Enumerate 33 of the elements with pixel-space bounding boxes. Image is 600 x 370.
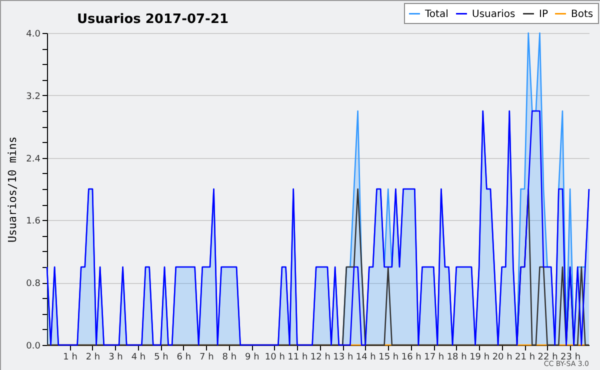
x-tick-label: 3 h	[108, 352, 123, 362]
x-tick-label: 14 h	[356, 352, 376, 362]
x-tick-label: 5 h	[154, 352, 168, 362]
x-tick-label: 13 h	[333, 352, 354, 362]
legend-label: Bots	[571, 8, 594, 20]
x-tick-label: 7 h	[200, 352, 214, 362]
x-tick-label: 20 h	[492, 352, 512, 362]
x-tick-label: 11 h	[288, 352, 308, 362]
x-tick-label: 16 h	[401, 352, 422, 362]
y-axis-title: Usuarios/10 mins	[6, 136, 20, 242]
x-tick-label: 9 h	[245, 352, 260, 362]
legend-label: Usuarios	[472, 8, 516, 20]
y-tick-label: 4.0	[26, 30, 41, 40]
x-tick-label: 10 h	[264, 352, 285, 362]
y-tick-label: 0.8	[26, 279, 41, 290]
x-tick-label: 19 h	[470, 352, 490, 362]
x-tick-label: 12 h	[310, 352, 330, 362]
x-tick-label: 18 h	[446, 352, 467, 362]
y-tick-label: 3.2	[26, 92, 40, 102]
x-tick-label: 1 h	[63, 352, 78, 362]
x-tick-label: 17 h	[424, 352, 444, 362]
y-tick-label: 1.6	[26, 216, 41, 227]
x-tick-label: 21 h	[515, 352, 536, 362]
x-tick-label: 4 h	[131, 352, 146, 362]
legend-label: Total	[424, 8, 448, 20]
x-tick-label: 15 h	[378, 352, 399, 362]
y-tick-label: 2.4	[26, 154, 41, 164]
x-tick-label: 6 h	[176, 352, 192, 362]
x-tick-label: 8 h	[222, 352, 237, 362]
legend-label: IP	[539, 8, 548, 20]
chart-title: Usuarios 2017-07-21	[77, 12, 229, 27]
y-tick-label: 0.0	[26, 342, 41, 352]
x-tick-label: 2 h	[86, 352, 100, 362]
